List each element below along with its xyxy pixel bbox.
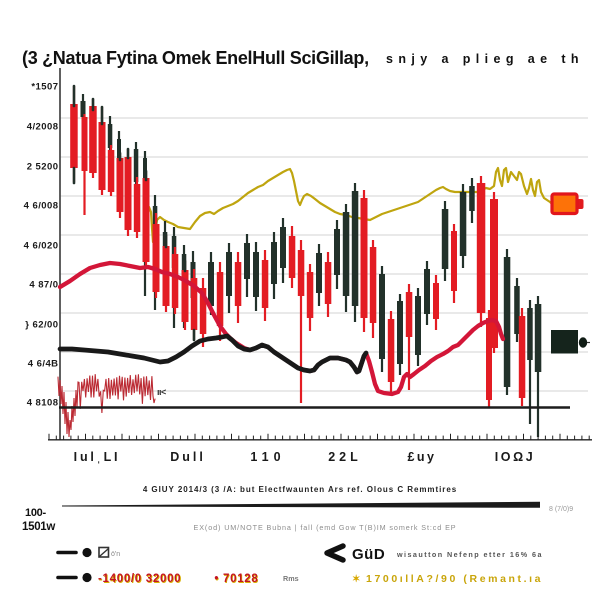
svg-text:4/2008: 4/2008 <box>27 122 59 133</box>
svg-text:4 6/020: 4 6/020 <box>24 241 59 252</box>
svg-text:*1507: *1507 <box>31 82 58 93</box>
svg-text:-1400/0 32000: -1400/0 32000 <box>98 573 181 585</box>
svg-text:4 6/4B: 4 6/4B <box>28 359 59 370</box>
svg-text:} 62/00: } 62/00 <box>25 320 58 331</box>
svg-text:8 (7/0)9: 8 (7/0)9 <box>549 506 573 513</box>
svg-text:IulˌLI: IulˌLI <box>74 450 121 464</box>
svg-text:Dull: Dull <box>170 450 206 464</box>
svg-text:110: 110 <box>250 450 285 464</box>
svg-text:22L: 22L <box>328 450 362 464</box>
svg-text:ö'n: ö'n <box>111 551 120 558</box>
svg-text:EX(od) UM/NOTE Bubna | fall (e: EX(od) UM/NOTE Bubna | fall (emd Gow T(B… <box>194 523 457 532</box>
svg-text:GüD: GüD <box>352 546 385 563</box>
svg-text:4 87/0: 4 87/0 <box>29 280 58 291</box>
svg-text:IOΩJ: IOΩJ <box>495 450 536 464</box>
svg-text:4 8108: 4 8108 <box>27 398 59 409</box>
svg-text:✶: ✶ <box>352 574 360 585</box>
svg-text:4 GIUY 2014/3 (3 /A: but Elect: 4 GIUY 2014/3 (3 /A: but Electfwaunten A… <box>143 485 457 494</box>
svg-text:100-: 100- <box>25 507 46 519</box>
svg-text:-1400/0 32000: -1400/0 32000 <box>99 574 182 586</box>
svg-text:1700ıllA?/90 (Remant.ıa: 1700ıllA?/90 (Remant.ıa <box>366 573 543 585</box>
svg-text:2 5200: 2 5200 <box>27 162 59 173</box>
svg-text:Rms: Rms <box>283 574 299 583</box>
svg-text:1501w: 1501w <box>22 521 55 533</box>
svg-text:4 6/008: 4 6/008 <box>24 201 59 212</box>
svg-text:(3 ¿Natua Fytina Omek EnelHull: (3 ¿Natua Fytina Omek EnelHull SciGillap… <box>22 48 369 68</box>
svg-text:£uy: £uy <box>407 450 436 464</box>
svg-text:• 70128: • 70128 <box>215 574 259 586</box>
svg-text:snjy a plieg ae th: snjy a plieg ae th <box>386 52 584 66</box>
svg-text:ıι<: ıι< <box>157 387 166 397</box>
svg-text:wisautton Nefenp etter 16% 6a: wisautton Nefenp etter 16% 6a <box>396 550 543 559</box>
svg-text:• 70128: • 70128 <box>214 573 258 585</box>
